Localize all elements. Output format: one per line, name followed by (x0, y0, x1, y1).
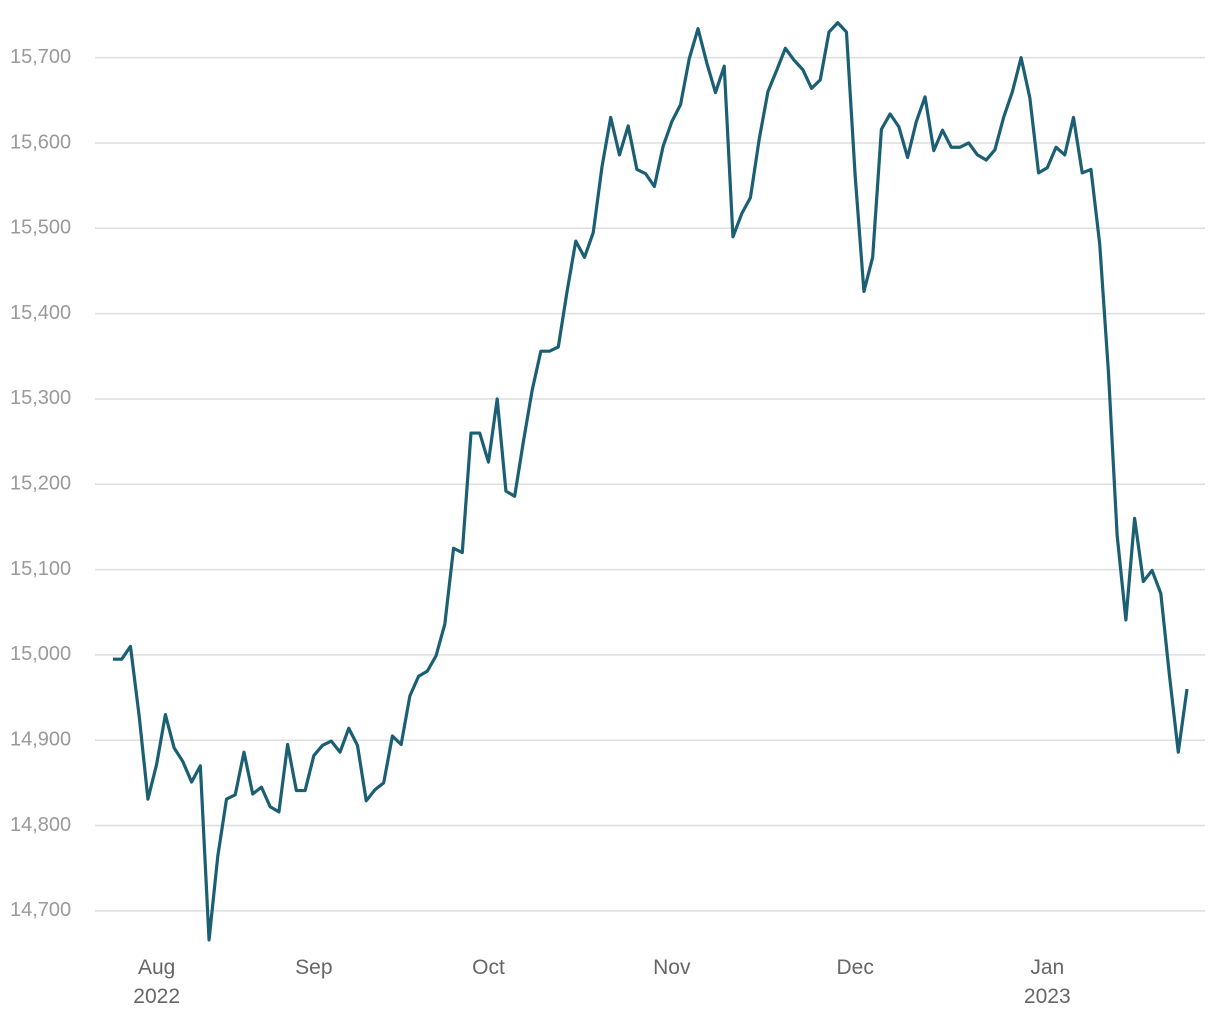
x-tick-label: Oct (472, 956, 505, 979)
y-tick-label: 15,400 (10, 302, 71, 324)
x-tick-label: Aug 2022 (133, 956, 181, 1008)
y-tick-label: 15,500 (10, 217, 71, 239)
y-tick-label: 14,800 (10, 814, 71, 836)
y-tick-label: 15,300 (10, 387, 71, 409)
y-tick-label: 15,600 (10, 131, 71, 153)
line (113, 21, 1189, 942)
y-tick-label: 15,100 (10, 558, 71, 580)
x-tick-label: Dec (836, 956, 874, 979)
y-tick-label: 15,700 (10, 46, 71, 68)
x-tick-label: Nov (653, 956, 691, 979)
y-tick-label: 15,200 (10, 473, 71, 495)
y-tick-label: 14,900 (10, 729, 71, 751)
y-tick-label: 15,000 (10, 643, 71, 665)
x-tick-label: Jan 2023 (1023, 956, 1071, 1008)
y-tick-label: 14,700 (10, 899, 71, 921)
x-tick-label: Sep (295, 956, 333, 979)
